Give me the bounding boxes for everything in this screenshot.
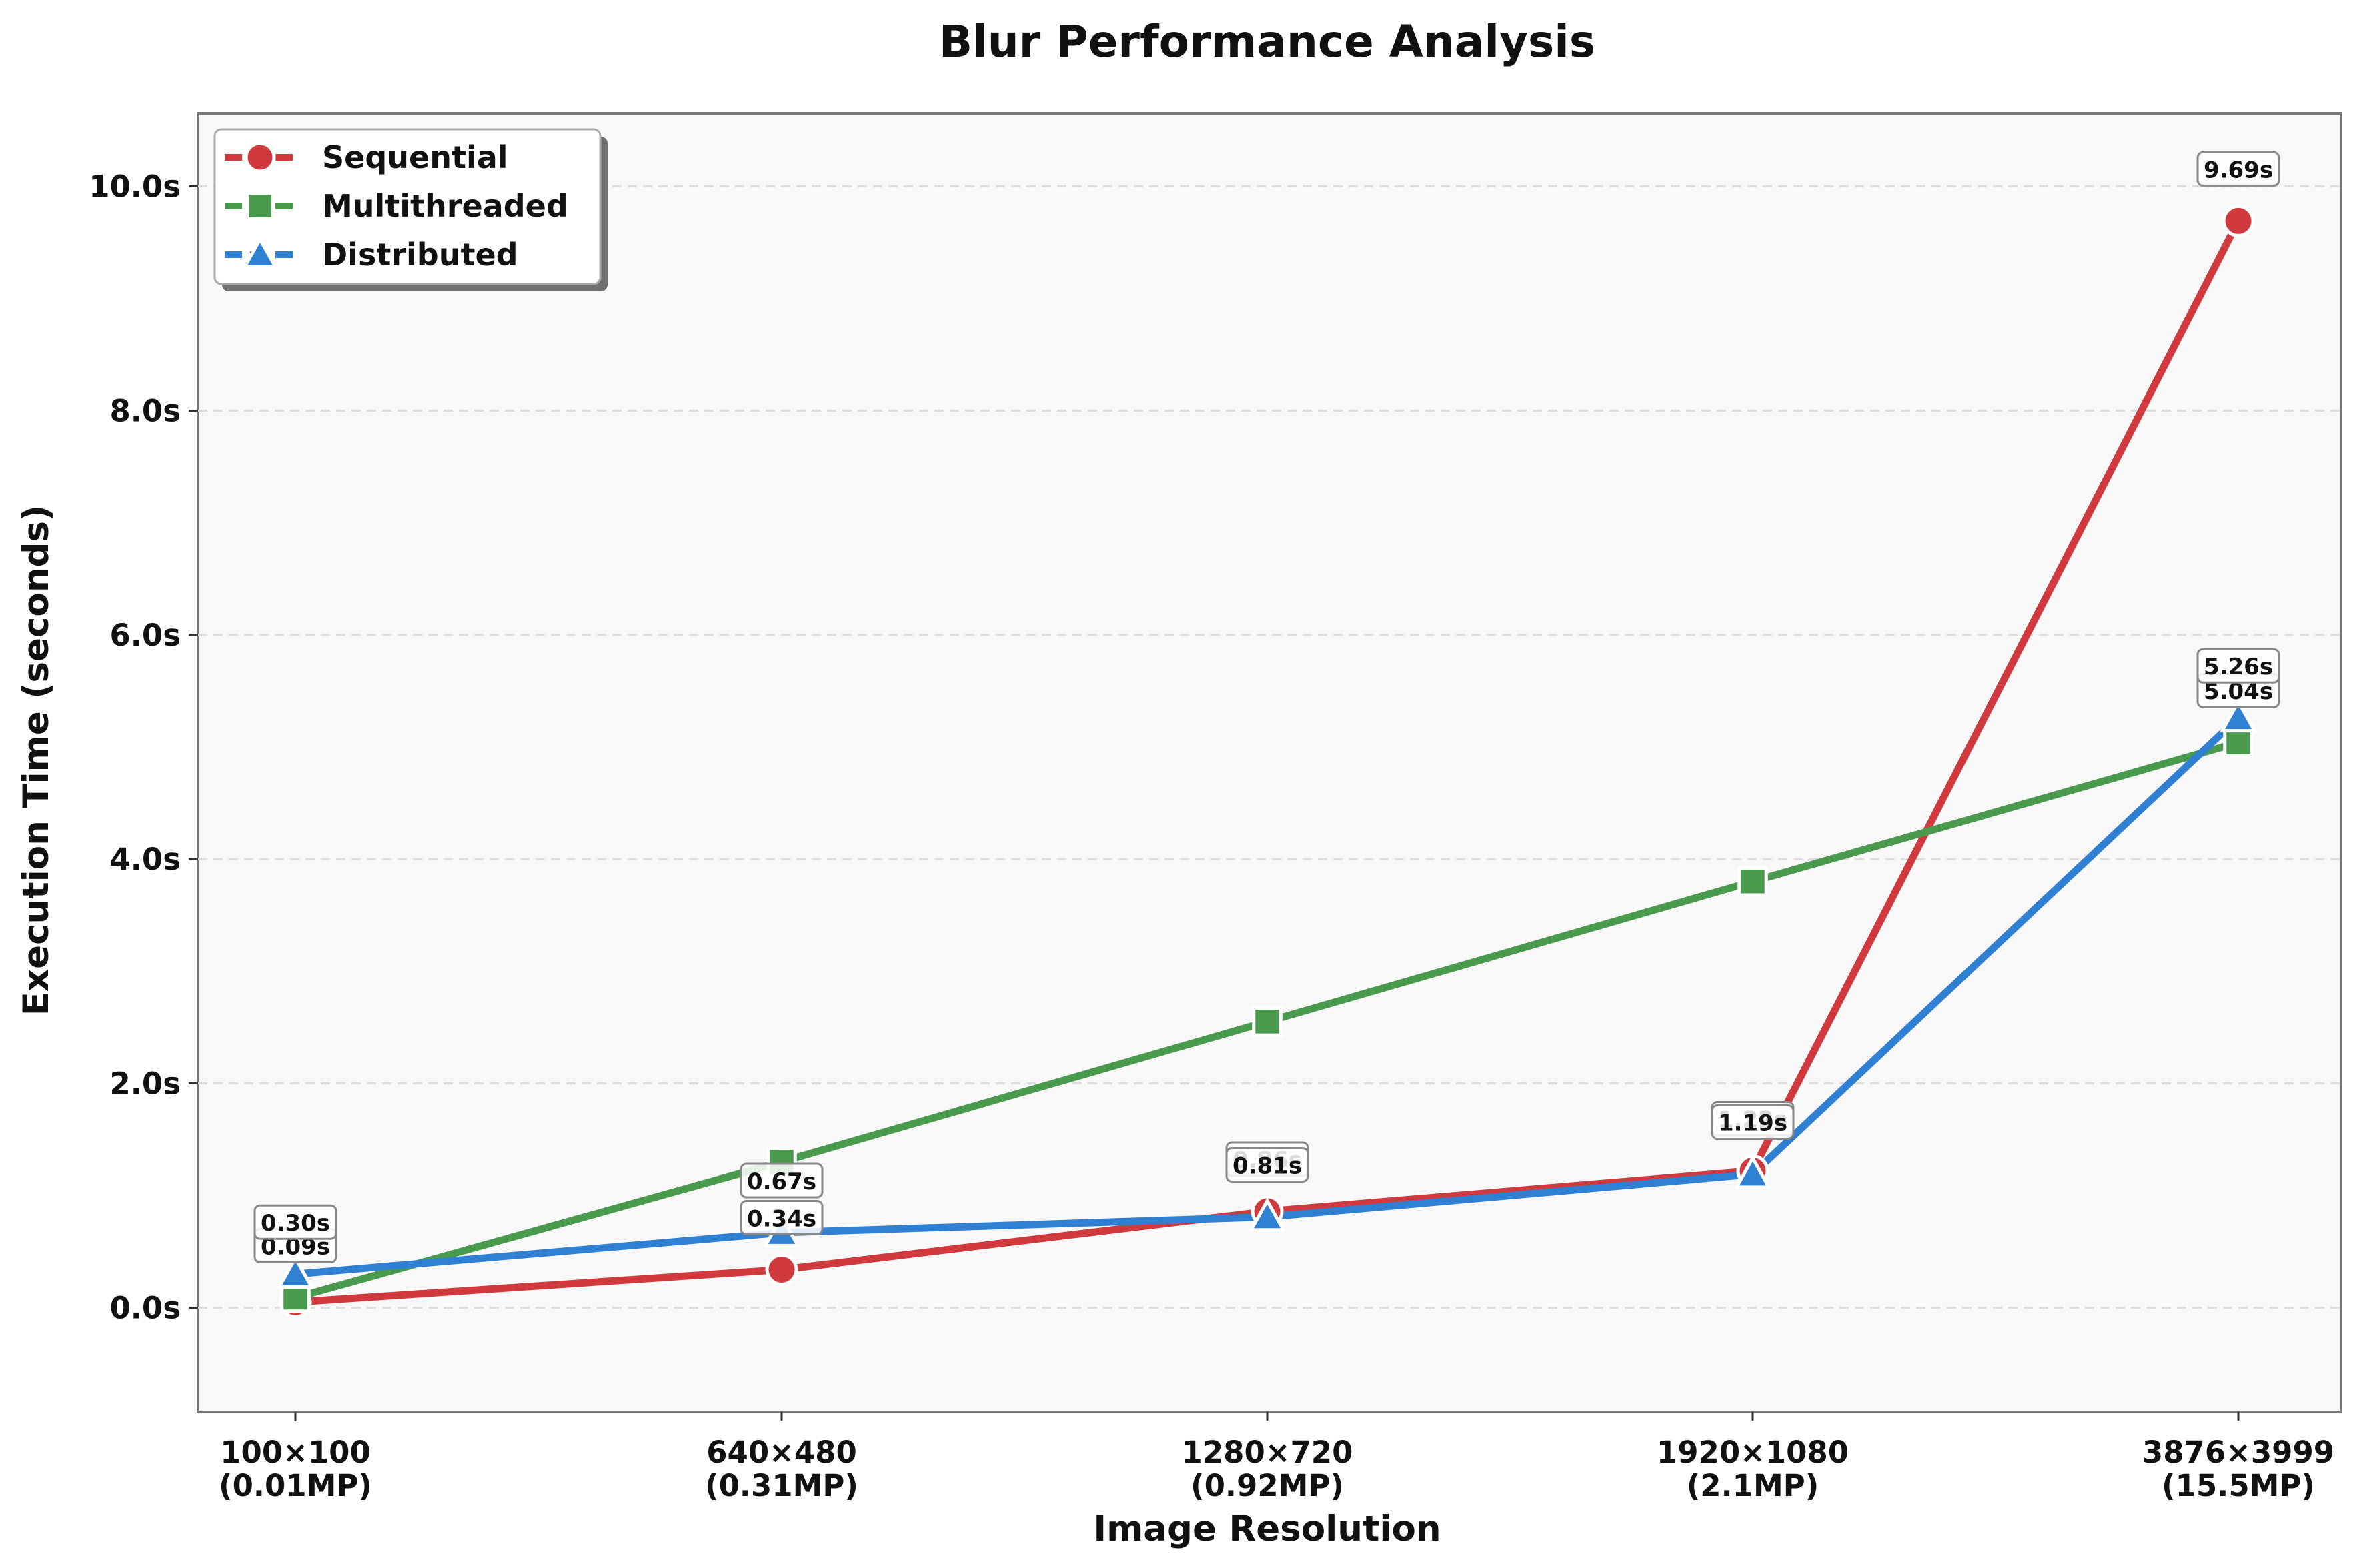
point-distributed bbox=[276, 1254, 315, 1289]
x-tick-sublabel: (2.1MP) bbox=[1687, 1468, 1819, 1503]
data-label-box bbox=[2196, 151, 2280, 187]
legend-label: Multithreaded bbox=[322, 188, 568, 224]
data-label: 9.69s bbox=[2204, 157, 2273, 183]
data-label-box bbox=[253, 1204, 337, 1240]
point-sequential bbox=[2222, 204, 2255, 237]
point-distributed bbox=[1733, 1154, 1772, 1189]
point-multithreaded bbox=[1252, 1006, 1283, 1037]
data-label: 0.34s bbox=[747, 1205, 816, 1232]
y-tick-label: 6.0s bbox=[109, 618, 181, 653]
legend-marker bbox=[245, 191, 275, 221]
x-tick-sublabel: (0.92MP) bbox=[1191, 1468, 1344, 1503]
point-distributed bbox=[2219, 698, 2258, 733]
data-label: 1.19s bbox=[1718, 1110, 1787, 1137]
series-markers bbox=[276, 204, 2258, 1319]
legend-label: Distributed bbox=[322, 237, 518, 273]
x-tick-sublabel: (15.5MP) bbox=[2162, 1468, 2315, 1503]
x-tick-sublabel: (0.31MP) bbox=[705, 1468, 858, 1503]
data-label: 5.26s bbox=[2204, 654, 2273, 680]
y-tick-label: 8.0s bbox=[109, 394, 181, 429]
chart-title: Blur Performance Analysis bbox=[939, 16, 1595, 67]
data-label-box bbox=[1711, 1104, 1795, 1140]
x-tick-label: 3876×3999 bbox=[2142, 1435, 2334, 1470]
y-tick-label: 4.0s bbox=[109, 842, 181, 877]
data-label-box bbox=[740, 1199, 824, 1235]
legend-marker bbox=[241, 235, 279, 269]
y-axis: 0.0s 2.0s 4.0s 6.0s 8.0s 10.0s bbox=[89, 169, 198, 1326]
point-distributed bbox=[1248, 1197, 1287, 1232]
x-tick-sublabel: (0.01MP) bbox=[219, 1468, 372, 1503]
y-tick-label: 10.0s bbox=[89, 169, 181, 204]
point-multithreaded bbox=[2223, 727, 2254, 758]
data-label-box bbox=[740, 1162, 824, 1199]
y-tick-label: 0.0s bbox=[109, 1291, 181, 1326]
data-label-box bbox=[2196, 648, 2280, 684]
legend: Sequential Multithreaded Distributed bbox=[213, 128, 608, 291]
data-labels: 0.34s0.86s1.22s9.69s0.09s5.04s0.30s0.67s… bbox=[253, 151, 2280, 1264]
data-label: 0.81s bbox=[1233, 1152, 1302, 1179]
x-tick-label: 100×100 bbox=[220, 1435, 371, 1470]
y-axis-label: Execution Time (seconds) bbox=[16, 505, 57, 1016]
legend-label: Sequential bbox=[322, 139, 508, 175]
x-tick-label: 640×480 bbox=[706, 1435, 857, 1470]
x-axis: 100×100(0.01MP) 640×480(0.31MP) 1280×720(0… bbox=[219, 1412, 2334, 1503]
x-axis-label: Image Resolution bbox=[1093, 1509, 1441, 1549]
point-multithreaded bbox=[1737, 866, 1768, 897]
data-label: 0.30s bbox=[261, 1210, 330, 1237]
data-label: 0.67s bbox=[747, 1168, 816, 1195]
y-tick-label: 2.0s bbox=[109, 1066, 181, 1101]
x-tick-label: 1280×720 bbox=[1182, 1435, 1353, 1470]
point-sequential bbox=[765, 1253, 798, 1286]
data-label-box bbox=[1225, 1146, 1309, 1183]
x-tick-label: 1920×1080 bbox=[1657, 1435, 1849, 1470]
legend-box bbox=[213, 128, 602, 285]
legend-marker bbox=[244, 141, 276, 173]
